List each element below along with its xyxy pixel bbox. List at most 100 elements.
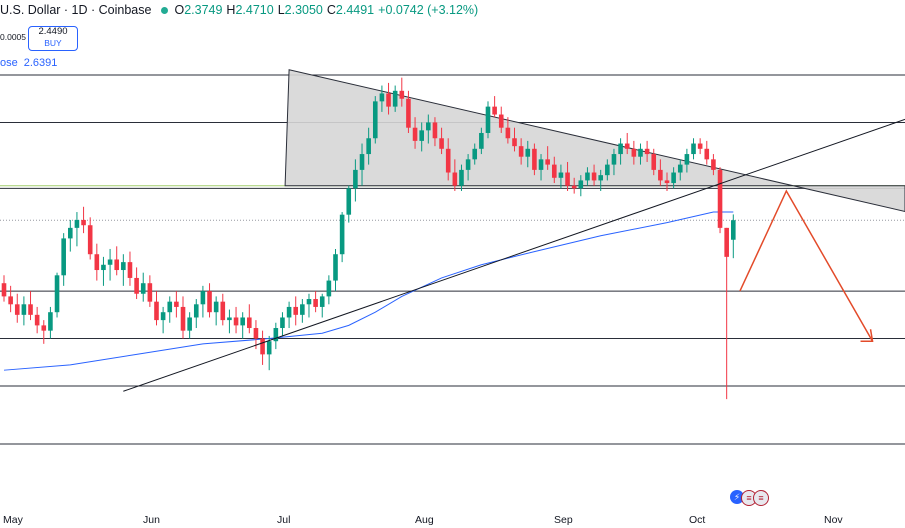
ma-legend-key: ose [0,57,18,69]
candle-body [605,164,610,176]
candle-body [658,169,663,181]
candle-body [34,314,40,326]
candle-body [492,106,497,115]
candle-body [286,306,292,318]
candle-body [372,101,378,139]
candle-body [147,283,153,302]
symbol-title[interactable]: U.S. Dollar · 1D · Coinbase [0,3,152,17]
candle-body [644,148,650,155]
lightning-icon[interactable]: ⚡ [730,490,744,504]
candle-body [399,90,405,99]
candle-body [426,122,431,131]
candle-body [180,306,186,331]
candle-body [247,317,252,329]
buy-price: 2.4490 [38,26,68,37]
triangle-pattern [284,69,905,212]
candle-body [419,130,424,141]
candle-body [498,114,504,128]
candle-body [160,312,166,321]
month-label: Aug [415,514,434,526]
candle-body [565,172,570,186]
candle-body [485,106,491,133]
candle-body [167,301,173,313]
candle-body [538,159,544,170]
candle-body [326,280,332,297]
candle-body [558,172,564,178]
candle-body [684,154,690,165]
flag-icon[interactable]: ≡ [753,490,769,506]
candle-body [280,317,285,329]
candle-body [445,148,451,173]
candle-body [518,146,524,157]
change-value: +0.0742 (+3.12%) [378,3,479,17]
candle-body [28,304,33,315]
candle-body [618,143,623,155]
candle-body [386,93,391,107]
candle-body [697,143,703,149]
low-value: 2.3050 [284,3,323,17]
candle-body [233,317,239,326]
buy-button[interactable]: 2.4490 BUY [28,26,78,51]
candle-body [624,143,630,149]
candle-body [174,301,179,307]
candle-body [465,159,471,170]
candle-body [207,291,212,313]
candle-body [459,169,464,186]
month-label: Jun [143,514,160,526]
arrow-head [860,329,874,342]
candle-body [87,225,93,255]
candle-body [300,304,305,315]
candle-body [339,214,345,255]
low-label: L [277,3,285,17]
candle-body [107,259,113,265]
candle-body [346,188,352,215]
candle-body [545,159,550,165]
candle-body [711,159,716,170]
candle-body [61,238,66,276]
candle-body [114,259,120,271]
candle-body [187,317,192,331]
candle-body [140,283,146,294]
candle-body [134,277,139,294]
candle-body [512,138,517,147]
ma-legend-value: 2.6391 [23,57,58,69]
candle-body [41,325,47,331]
candle-body [54,275,60,313]
candle-body [14,304,20,315]
candle-body [671,172,676,184]
candle-body [127,262,133,278]
triangle-shape [284,69,905,212]
candle-body [611,154,617,165]
candle-body [472,148,478,160]
candle-body [731,220,736,240]
candle-body [366,138,371,155]
candle-body [121,262,126,271]
candle-body [505,127,511,139]
candle-body [724,227,729,257]
candle-body [293,306,299,315]
candle-body [525,148,531,157]
candle-body [551,164,557,178]
trend-drawings [123,118,905,392]
close-value: 2.4491 [335,3,375,17]
ascending-trendline [123,118,905,392]
candle-body [253,328,259,339]
candle-body [313,299,318,307]
candle-body [48,312,53,331]
candle-body [439,138,444,149]
candle-body [68,227,73,239]
candle-body [717,169,723,228]
candle-body [353,169,358,189]
candle-body [359,154,365,170]
candle-body [333,254,338,281]
month-label: Jul [277,514,291,526]
candle-body [213,301,219,313]
ma-legend[interactable]: ose 2.6391 [0,57,57,69]
candle-body [631,148,637,157]
candle-body [200,291,206,305]
candles [1,77,736,400]
candle-body [638,148,643,157]
candle-body [74,219,80,228]
month-label: May [3,514,23,526]
